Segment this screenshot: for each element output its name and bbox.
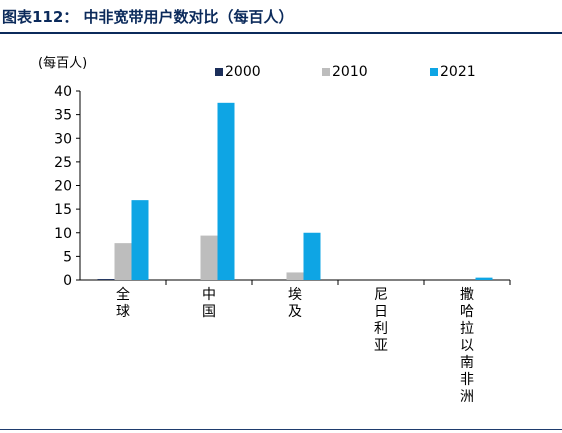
y-tick-label: 0 bbox=[63, 273, 72, 289]
title-underline bbox=[0, 32, 562, 34]
bar-2021-2 bbox=[303, 232, 321, 280]
legend-label-2000: 2000 bbox=[225, 64, 261, 80]
y-unit-label: (每百人) bbox=[38, 56, 88, 71]
legend-label-2021: 2021 bbox=[440, 64, 476, 80]
y-axis-ticks: 0 5 10 15 20 25 30 35 40 bbox=[54, 84, 80, 289]
legend-label-2010: 2010 bbox=[332, 64, 368, 80]
bar-2010-0 bbox=[114, 243, 132, 280]
y-tick-label: 25 bbox=[54, 155, 72, 171]
legend-swatch-2000 bbox=[215, 68, 223, 76]
y-tick-label: 35 bbox=[54, 108, 72, 124]
y-tick-label: 15 bbox=[54, 202, 72, 218]
x-tick-label: 埃及 bbox=[288, 287, 302, 320]
bar-2010-2 bbox=[286, 272, 304, 280]
x-tick-label: 尼日利亚 bbox=[374, 287, 388, 354]
bar-2021-1 bbox=[217, 102, 235, 280]
figure-title: 图表112： 中非宽带用户数对比（每百人） bbox=[2, 8, 294, 26]
bar-2021-4 bbox=[475, 277, 493, 280]
footer-rule bbox=[0, 429, 562, 430]
bar-2010-1 bbox=[200, 235, 218, 280]
figure-header: 图表112： 中非宽带用户数对比（每百人） bbox=[0, 0, 562, 34]
legend-swatch-2021 bbox=[430, 68, 438, 76]
y-tick-label: 20 bbox=[54, 179, 72, 195]
chart-bars bbox=[97, 102, 493, 280]
x-tick-label: 撒哈拉以南非洲 bbox=[460, 287, 474, 405]
bar-2000-0 bbox=[97, 279, 115, 280]
x-tick-label: 全球 bbox=[116, 286, 130, 320]
y-tick-label: 10 bbox=[54, 226, 72, 242]
legend-swatch-2010 bbox=[322, 68, 330, 76]
x-tick-label: 中国 bbox=[202, 287, 216, 320]
y-tick-label: 30 bbox=[54, 131, 72, 147]
bar-2021-0 bbox=[131, 200, 149, 280]
y-tick-label: 5 bbox=[63, 249, 72, 265]
chart-legend: 2000 2010 2021 bbox=[215, 64, 476, 80]
y-tick-label: 40 bbox=[54, 84, 72, 100]
x-axis-labels: 全球 中国 埃及 尼日利亚 撒哈拉以南非洲 bbox=[116, 286, 474, 405]
